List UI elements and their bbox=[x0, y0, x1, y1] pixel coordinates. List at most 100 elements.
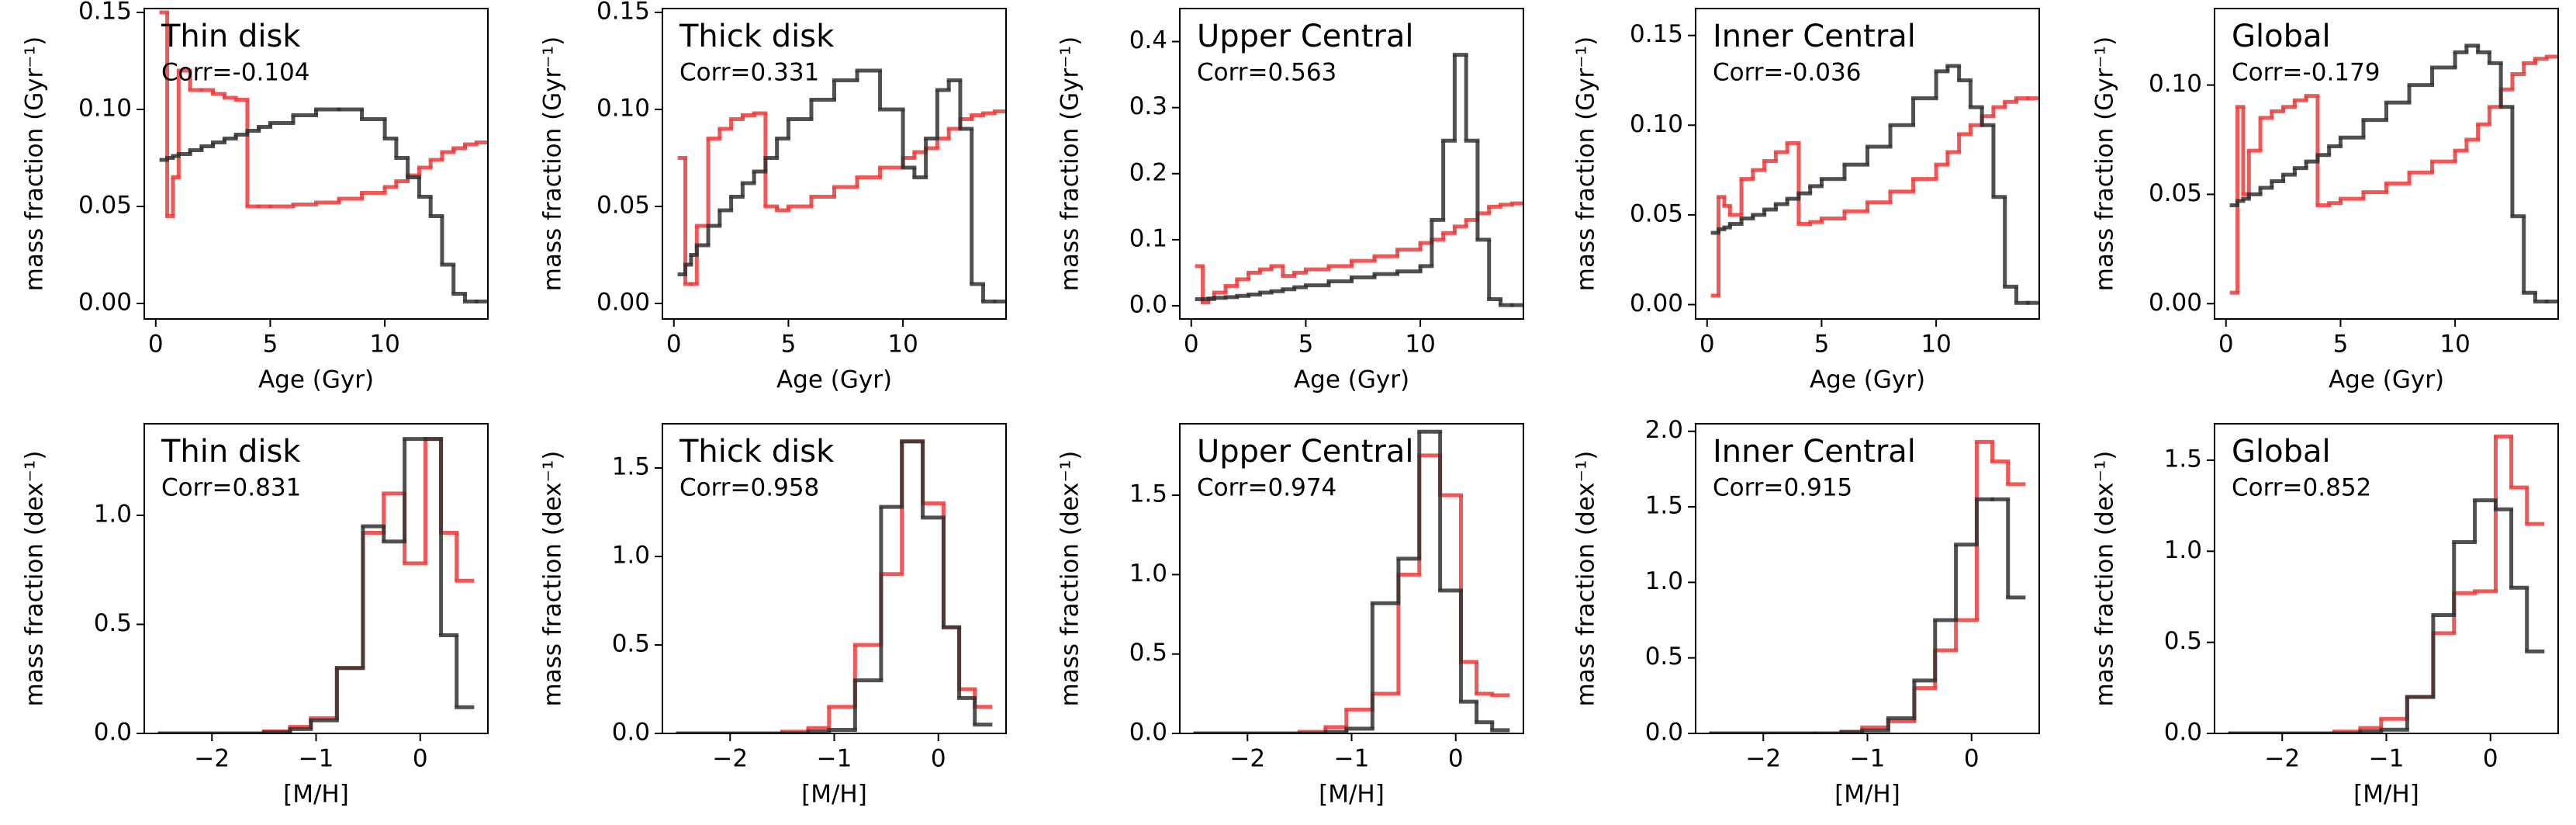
x-tick-label: 0 bbox=[931, 745, 946, 773]
x-axis-label: [M/H] bbox=[2353, 781, 2419, 809]
x-tick-label: −1 bbox=[817, 745, 852, 773]
x-tick-label: −2 bbox=[1229, 745, 1265, 773]
x-axis-label: [M/H] bbox=[283, 781, 349, 809]
x-axis-label: Age (Gyr) bbox=[2329, 366, 2444, 394]
y-tick-label: 0.1 bbox=[1129, 224, 1167, 252]
y-tick-label: 0.0 bbox=[1129, 719, 1167, 747]
x-tick-label: 0 bbox=[1964, 745, 1980, 773]
annotation: Corr=0.831 bbox=[161, 474, 301, 502]
y-axis-label: mass fraction (dex⁻¹) bbox=[2091, 451, 2119, 707]
y-axis-label: mass fraction (Gyr⁻¹) bbox=[21, 36, 49, 291]
x-tick-label: −2 bbox=[2264, 745, 2300, 773]
x-axis-label: Age (Gyr) bbox=[1810, 366, 1925, 394]
panel-title: Thin disk bbox=[161, 434, 301, 470]
y-tick-label: 0.3 bbox=[1129, 92, 1167, 120]
x-tick-label: 0 bbox=[1448, 745, 1464, 773]
panel-title: Thick disk bbox=[679, 19, 835, 54]
annotation: Corr=-0.179 bbox=[2232, 59, 2380, 87]
x-tick-label: 0 bbox=[2218, 331, 2234, 359]
y-tick-label: 1.5 bbox=[1645, 492, 1683, 520]
y-tick-label: 0.15 bbox=[596, 0, 650, 26]
x-axis-label: [M/H] bbox=[801, 781, 867, 809]
y-tick-label: 0.0 bbox=[94, 719, 132, 747]
y-tick-label: 0.5 bbox=[94, 609, 132, 637]
y-tick-label: 1.5 bbox=[1129, 480, 1167, 508]
y-tick-label: 1.0 bbox=[2164, 536, 2202, 564]
y-axis-label: mass fraction (dex⁻¹) bbox=[539, 451, 567, 707]
panel-title: Inner Central bbox=[1713, 434, 1916, 470]
y-axis-label: mass fraction (dex⁻¹) bbox=[1572, 451, 1600, 707]
y-tick-label: 0.5 bbox=[1129, 639, 1167, 667]
y-tick-label: 0.05 bbox=[2149, 179, 2202, 207]
plot-frame bbox=[1695, 8, 2040, 320]
plot-frame bbox=[1695, 423, 2040, 734]
y-tick-label: 0.10 bbox=[596, 95, 650, 123]
y-tick-label: 0.10 bbox=[1630, 110, 1683, 138]
x-axis-label: [M/H] bbox=[1319, 781, 1385, 809]
x-tick-label: −2 bbox=[194, 745, 230, 773]
annotation: Corr=0.852 bbox=[2232, 474, 2371, 502]
y-tick-label: 0.00 bbox=[596, 289, 650, 317]
x-axis-label: Age (Gyr) bbox=[776, 366, 892, 394]
x-tick-label: 0 bbox=[1699, 331, 1715, 359]
y-axis-label: mass fraction (dex⁻¹) bbox=[1056, 451, 1084, 707]
panel-title: Upper Central bbox=[1197, 434, 1413, 470]
plot-frame bbox=[1179, 8, 1524, 320]
x-tick-label: 10 bbox=[1405, 331, 1435, 359]
y-tick-label: 0.15 bbox=[1630, 20, 1683, 48]
x-axis-label: [M/H] bbox=[1834, 781, 1900, 809]
y-tick-label: 0.05 bbox=[596, 192, 650, 220]
panel-title: Global bbox=[2232, 19, 2331, 54]
x-tick-label: 5 bbox=[263, 331, 278, 359]
y-tick-label: 0.4 bbox=[1129, 26, 1167, 54]
y-tick-label: 2.0 bbox=[1645, 416, 1683, 444]
y-tick-label: 0.00 bbox=[1630, 289, 1683, 317]
plot-frame bbox=[2214, 8, 2559, 320]
plot-frame bbox=[143, 8, 489, 320]
x-tick-label: 10 bbox=[369, 331, 399, 359]
y-tick-label: 1.5 bbox=[612, 453, 650, 481]
x-tick-label: 5 bbox=[781, 331, 797, 359]
y-axis-label: mass fraction (Gyr⁻¹) bbox=[1056, 36, 1084, 291]
x-tick-label: 5 bbox=[1298, 331, 1314, 359]
x-tick-label: 10 bbox=[2439, 331, 2470, 359]
x-tick-label: −1 bbox=[1850, 745, 1886, 773]
y-tick-label: 1.0 bbox=[612, 542, 650, 570]
plot-frame bbox=[143, 423, 489, 734]
panel-title: Inner Central bbox=[1713, 19, 1916, 54]
panel-title: Thin disk bbox=[161, 19, 301, 54]
x-tick-label: 5 bbox=[2333, 331, 2349, 359]
y-tick-label: 0.0 bbox=[612, 719, 650, 747]
y-tick-label: 0.10 bbox=[2149, 70, 2202, 98]
y-axis-label: mass fraction (Gyr⁻¹) bbox=[2091, 36, 2119, 291]
y-axis-label: mass fraction (Gyr⁻¹) bbox=[539, 36, 567, 291]
panel-title: Global bbox=[2232, 434, 2331, 470]
plot-frame bbox=[2214, 423, 2559, 734]
plot-frame bbox=[1179, 423, 1524, 734]
x-axis-label: Age (Gyr) bbox=[258, 366, 374, 394]
x-axis-label: Age (Gyr) bbox=[1294, 366, 1409, 394]
annotation: Corr=0.915 bbox=[1713, 474, 1852, 502]
y-tick-label: 0.00 bbox=[78, 289, 132, 317]
annotation: Corr=0.958 bbox=[679, 474, 819, 502]
y-tick-label: 1.0 bbox=[1645, 567, 1683, 595]
panel-title: Thick disk bbox=[679, 434, 835, 470]
y-tick-label: 0.0 bbox=[1645, 719, 1683, 747]
x-tick-label: 10 bbox=[1921, 331, 1951, 359]
y-tick-label: 0.05 bbox=[78, 192, 132, 220]
y-tick-label: 1.5 bbox=[2164, 445, 2202, 473]
x-tick-label: 10 bbox=[887, 331, 918, 359]
x-tick-label: −1 bbox=[299, 745, 334, 773]
y-tick-label: 0.5 bbox=[1645, 643, 1683, 671]
x-tick-label: 0 bbox=[1184, 331, 1199, 359]
y-tick-label: 0.2 bbox=[1129, 158, 1167, 186]
annotation: Corr=-0.036 bbox=[1713, 59, 1861, 87]
annotation: Corr=0.331 bbox=[679, 59, 819, 87]
x-tick-label: 0 bbox=[413, 745, 428, 773]
x-tick-label: 0 bbox=[666, 331, 682, 359]
y-tick-label: 0.00 bbox=[2149, 289, 2202, 317]
y-tick-label: 0.10 bbox=[78, 95, 132, 123]
y-tick-label: 0.05 bbox=[1630, 199, 1683, 227]
